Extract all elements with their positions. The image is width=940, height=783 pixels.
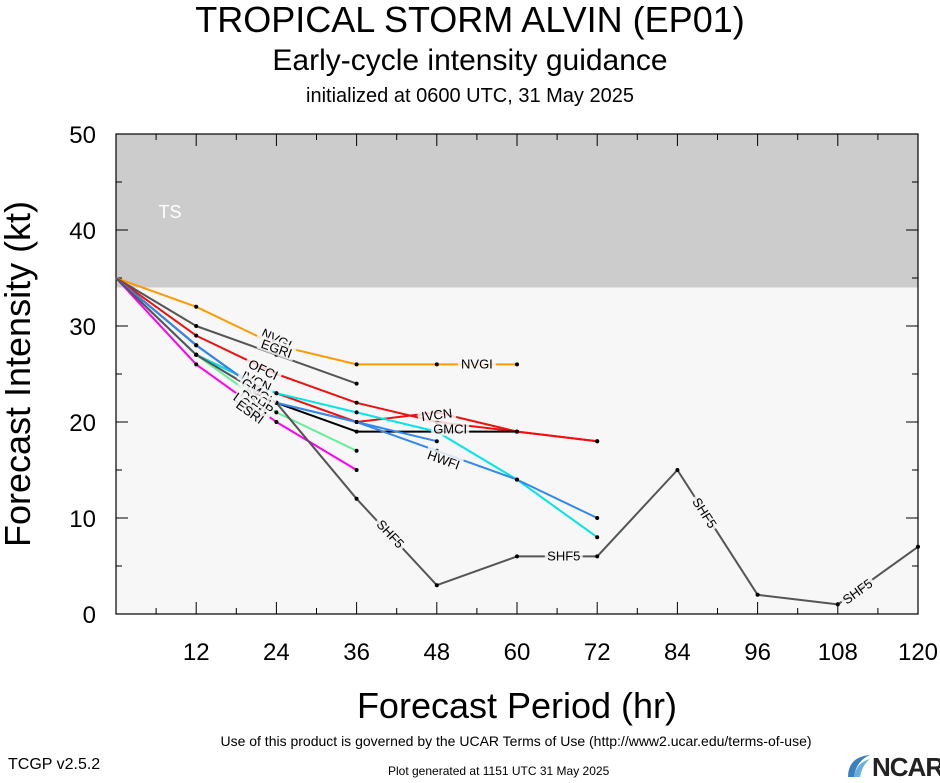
series-point-shf5 — [434, 583, 439, 588]
series-point-lgem — [274, 410, 279, 415]
generated-time: Plot generated at 1151 UTC 31 May 2025 — [388, 764, 610, 778]
series-label-nvgi: NVGI — [461, 356, 493, 371]
x-tick-label: 72 — [584, 639, 611, 666]
series-point-ctci — [274, 391, 279, 396]
version-label: TCGP v2.5.2 — [8, 756, 101, 773]
series-label-group-gmci: GMCI — [431, 421, 470, 437]
terms-of-use: Use of this product is governed by the U… — [220, 733, 812, 749]
series-label-shf5: SHF5 — [547, 548, 580, 563]
x-tick-label: 24 — [263, 639, 290, 666]
series-point-nvgi — [194, 304, 199, 309]
series-label-gmci: GMCI — [433, 422, 467, 437]
series-point-hwfi — [595, 516, 600, 520]
chart-title: TROPICAL STORM ALVIN (EP01) — [195, 0, 745, 40]
x-axis-label: Forecast Period (hr) — [357, 685, 677, 726]
series-point-egri — [194, 324, 199, 328]
x-tick-label: 96 — [744, 639, 771, 666]
series-point-shf5 — [755, 592, 760, 597]
series-point-ofci — [194, 333, 199, 338]
series-label-bg-shf5 — [372, 514, 409, 553]
series-point-ctci — [354, 410, 359, 415]
series-label-bg-ivcn — [236, 366, 277, 396]
series-point-egri — [354, 381, 359, 386]
series-point-nvgi — [515, 362, 519, 367]
series-point-nvgi — [354, 362, 359, 367]
ncar-logo-icon — [848, 755, 870, 777]
x-tick-label: 48 — [423, 639, 450, 666]
logo-text: NCAR — [872, 752, 940, 782]
series-label-bg-nvgi — [457, 356, 496, 371]
x-tick-label: 120 — [898, 639, 938, 666]
band-0 — [116, 134, 918, 288]
series-label-bg-egri — [256, 335, 297, 362]
series-label-bg-gmci — [431, 421, 470, 436]
series-label-bg-hwfi — [423, 446, 465, 473]
series-point-hwfi — [515, 477, 519, 482]
series-point-esri — [194, 362, 199, 367]
intensity-chart: TS 12 24 36 48 60 72 84 96 108 120 0 10 20 30 40 50 NVG… — [0, 122, 938, 726]
series-label-bg-shf5 — [544, 548, 583, 563]
series-point-nvgi — [434, 362, 439, 367]
series-label-bg-esri — [230, 394, 270, 429]
series-label-bg-shf5 — [688, 492, 722, 533]
series-point-shf5 — [675, 468, 680, 472]
band-label-ts: TS — [158, 202, 181, 222]
x-tick-label: 84 — [664, 639, 691, 666]
band-1 — [116, 287, 918, 614]
series-label-bg-ofci — [243, 354, 284, 384]
y-tick-label: 50 — [69, 122, 96, 149]
x-tick-label: 12 — [183, 639, 210, 666]
series-label-ivcn: IVCN — [420, 405, 453, 424]
y-tick-label: 0 — [83, 602, 96, 629]
series-label-group-shf5: SHF5 — [544, 548, 583, 563]
intensity-bands: TS — [116, 134, 918, 614]
y-tick-label: 10 — [69, 506, 96, 533]
y-tick-label: 30 — [69, 314, 96, 341]
ncar-logo: NCAR — [846, 752, 940, 782]
series-line-egri — [115, 277, 357, 385]
series-point-hwfi — [194, 343, 199, 348]
series-point-lgem — [354, 448, 359, 453]
series-point-ivcn — [595, 439, 600, 444]
y-tick-label: 20 — [69, 410, 96, 437]
series-label-bg-shf5 — [837, 574, 877, 608]
series-point-esri — [274, 420, 279, 424]
x-tick-label: 60 — [504, 639, 531, 666]
series-label-group-nvgi: NVGI — [457, 356, 496, 371]
series-point-shf5 — [354, 496, 359, 501]
chart-subtitle: Early-cycle intensity guidance — [272, 44, 668, 77]
initialization-time: initialized at 0600 UTC, 31 May 2025 — [306, 85, 634, 107]
series-point-dshp — [434, 439, 439, 444]
series-label-group-ivcn: IVCN — [416, 405, 457, 424]
series-point-ofci — [354, 400, 359, 405]
y-tick-label: 40 — [69, 218, 96, 245]
chart-axes: 12 24 36 48 60 72 84 96 108 120 0 10 20 30 40 50 — [69, 122, 938, 666]
x-tick-label: 36 — [343, 639, 370, 666]
series-point-gmci — [354, 429, 359, 434]
series-line-nvgi — [115, 277, 517, 366]
series-point-esri — [354, 468, 359, 472]
series-point-ctci — [595, 535, 600, 540]
y-axis-label: Forecast Intensity (kt) — [0, 201, 38, 547]
series-point-shf5 — [595, 554, 600, 559]
series-label-bg-ivcn — [416, 405, 457, 424]
series-point-shf5 — [515, 554, 519, 559]
series-point-shf5 — [194, 352, 199, 357]
series-point-shf5 — [835, 602, 840, 607]
series-point-hwfi — [354, 420, 359, 424]
series-point-shf5 — [916, 544, 920, 549]
x-tick-label: 108 — [818, 639, 858, 666]
series-point-gmci — [515, 429, 519, 434]
